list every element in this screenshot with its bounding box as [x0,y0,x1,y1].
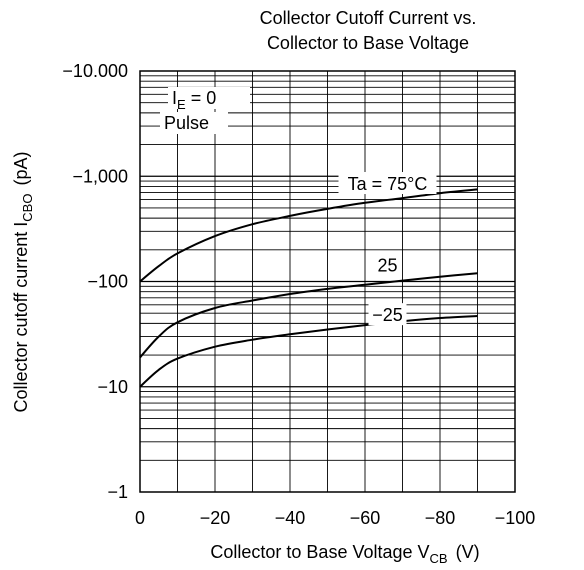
condition-ie-annotation: IE = 0 [168,87,250,112]
condition-ie-main: I [172,88,177,108]
series-label-2: −25 [372,305,403,325]
condition-ie-rest: = 0 [186,88,217,108]
y-tick-label: −100 [87,272,128,292]
y-tick-label: −1 [107,482,128,502]
x-tick-label: −40 [275,508,306,528]
x-tick-label: −80 [425,508,456,528]
condition-ie-text: IE = 0 [172,88,216,112]
y-axis-label-sub: CBO [20,194,35,222]
y-tick-label: −10 [97,377,128,397]
tick-labels: 0 −20 −40 −60 −80 −100 −1 −10 −100 −1,000 −10.000 [62,61,535,528]
y-tick-label: −1,000 [72,166,128,186]
series-line-0 [139,188,478,283]
y-axis-label: Collector cutoff current ICBO (pA) [11,152,35,413]
chart-title-line-2: Collector to Base Voltage [267,33,469,53]
x-axis-label: Collector to Base Voltage VCB (V) [210,542,479,566]
condition-pulse-annotation: Pulse [160,112,228,134]
series-label-bg [373,253,402,276]
grid [140,71,515,492]
x-axis-label-main: Collector to Base Voltage V [210,542,429,562]
series-line-1 [139,272,478,359]
y-axis-label-unit: (pA) [11,152,31,186]
series-label-1: 25 [377,255,397,275]
x-axis-label-unit: (V) [456,542,480,562]
condition-pulse-text: Pulse [164,113,209,133]
condition-ie-sub: E [177,97,186,112]
x-tick-label: 0 [135,508,145,528]
series-label-bg [338,172,437,195]
x-tick-label: −60 [350,508,381,528]
x-tick-label: −100 [495,508,536,528]
y-tick-label: −10.000 [62,61,128,81]
series-label-0: Ta = 75°C [348,174,428,194]
series-label-bg [368,303,407,326]
y-axis-label-main: Collector cutoff current I [11,222,31,413]
series-line-2 [139,315,478,388]
x-tick-label: −20 [200,508,231,528]
series-labels: Ta = 75°C 25 −25 [338,172,437,326]
x-axis-label-sub: CB [430,551,448,566]
condition-ie-bg [168,87,250,109]
condition-pulse-bg [160,112,228,134]
series-layer [139,188,478,388]
chart-title-line-1: Collector Cutoff Current vs. [260,8,477,28]
